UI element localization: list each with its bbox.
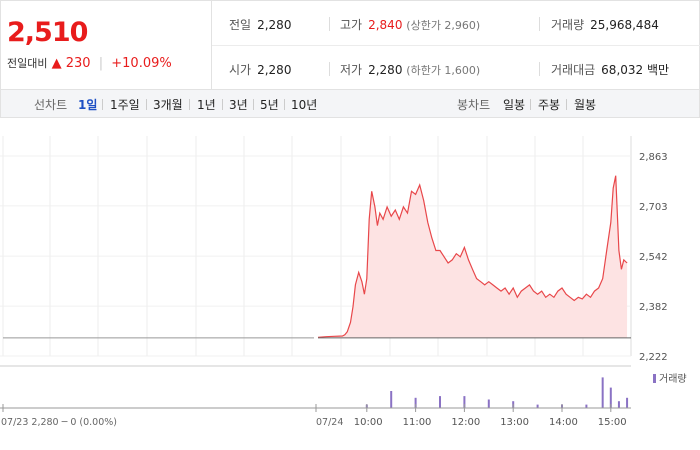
volume-bar <box>601 377 604 408</box>
volume-bar <box>439 396 441 408</box>
x-axis-ticks <box>2 404 612 412</box>
volume-bar <box>585 404 588 408</box>
tab-1y[interactable]: 1년 <box>197 98 216 112</box>
x-tick-label: 15:00 <box>598 417 627 428</box>
y-tick-label: 2,542 <box>639 252 668 263</box>
stat-high: 고가 2,840 (상한가 2,960) <box>340 16 480 33</box>
volume-bar <box>390 391 393 408</box>
x-tick-label: 10:00 <box>354 417 383 428</box>
y-axis-labels: 2,863 2,703 2,542 2,382 2,222 <box>639 152 668 363</box>
tab-divider <box>146 99 147 110</box>
chart-grid <box>0 136 632 357</box>
volume-bars <box>365 377 629 408</box>
x-tick-label: 13:00 <box>500 417 529 428</box>
volume-legend: 거래량 <box>659 373 687 385</box>
change-separator: | <box>98 56 104 71</box>
stat-label: 저가 <box>340 63 363 77</box>
stat-open: 시가 2,280 <box>229 61 291 78</box>
intraday-chart[interactable]: 2,863 2,703 2,542 2,382 2,222 거래량 07/23 2,28… <box>0 118 700 450</box>
stat-divider <box>329 62 330 76</box>
stat-volume: 거래량 25,968,484 <box>551 16 659 33</box>
stat-value: 68,032 <box>601 63 644 77</box>
stat-prev-close: 전일 2,280 <box>229 16 291 33</box>
chart-period-tabs: 선차트 1일 1주일 3개월 1년 3년 5년 10년 봉차트 일봉 주봉 월봉 <box>0 90 700 118</box>
stat-unit: 백만 <box>647 63 670 77</box>
quote-header: 2,510 전일대비 ▲ 230 | +10.09% 전일 2,280 고가 2,8… <box>0 0 700 90</box>
stat-label: 거래대금 <box>551 63 596 77</box>
price-line <box>317 175 628 338</box>
upper-limit: (상한가 2,960) <box>406 19 481 32</box>
lower-limit: (하한가 1,600) <box>406 64 481 77</box>
tab-5y[interactable]: 5년 <box>260 98 279 112</box>
stat-label: 전일 <box>229 18 252 32</box>
y-tick-label: 2,222 <box>639 352 668 363</box>
x-tick-label: 14:00 <box>549 417 578 428</box>
line-chart-title: 선차트 <box>34 98 68 112</box>
tab-divider <box>222 99 223 110</box>
tab-10y[interactable]: 10년 <box>291 98 318 112</box>
tab-divider <box>530 99 531 110</box>
volume-bar <box>626 397 629 408</box>
stat-divider <box>329 17 330 31</box>
change-row: 전일대비 ▲ 230 | +10.09% <box>7 55 172 71</box>
volume-bar <box>463 396 466 408</box>
tab-daily-candle[interactable]: 일봉 <box>503 98 526 112</box>
stat-label: 시가 <box>229 63 252 77</box>
volume-bar <box>536 404 539 408</box>
tab-divider <box>566 99 567 110</box>
stat-label: 고가 <box>340 18 363 32</box>
tab-divider <box>253 99 254 110</box>
x-axis-labels: 10:00 11:00 12:00 13:00 14:00 15:00 <box>354 417 627 428</box>
change-label: 전일대비 <box>7 57 48 70</box>
stat-divider <box>539 62 540 76</box>
prev-day-summary: 07/23 2,280 ─ 0 (0.00%) <box>1 417 117 428</box>
candle-chart-title: 봉차트 <box>457 98 491 112</box>
stat-low: 저가 2,280 (하한가 1,600) <box>340 61 480 78</box>
stat-value: 2,280 <box>257 63 292 77</box>
tab-3y[interactable]: 3년 <box>229 98 248 112</box>
header-divider <box>212 45 700 46</box>
volume-bar <box>414 397 417 408</box>
stat-value: 2,280 <box>257 18 292 32</box>
stat-value: 2,840 <box>368 18 403 32</box>
change-amount: 230 <box>65 56 91 71</box>
stat-label: 거래량 <box>551 18 585 32</box>
stat-amount: 거래대금 68,032 백만 <box>551 61 669 78</box>
tab-divider <box>284 99 285 110</box>
y-tick-label: 2,382 <box>639 302 668 313</box>
price-block: 2,510 전일대비 ▲ 230 | +10.09% <box>1 1 212 89</box>
current-price: 2,510 <box>7 17 88 48</box>
current-date-label: 07/24 <box>316 417 343 428</box>
tab-3m[interactable]: 3개월 <box>153 98 183 112</box>
tab-divider <box>189 99 190 110</box>
tab-1d[interactable]: 1일 <box>78 98 98 112</box>
change-rate: +10.09% <box>111 56 172 71</box>
tab-weekly-candle[interactable]: 주봉 <box>538 98 561 112</box>
tab-1w[interactable]: 1주일 <box>110 98 140 112</box>
y-tick-label: 2,863 <box>639 152 668 163</box>
stat-value: 2,280 <box>368 63 403 77</box>
stat-divider <box>539 17 540 31</box>
volume-legend-swatch <box>653 374 656 383</box>
volume-bar <box>609 387 612 408</box>
tab-monthly-candle[interactable]: 월봉 <box>574 98 597 112</box>
tab-divider <box>102 99 103 110</box>
up-arrow-icon: ▲ <box>51 56 62 71</box>
x-tick-label: 11:00 <box>403 417 432 428</box>
x-tick-label: 12:00 <box>451 417 480 428</box>
price-area <box>318 175 628 338</box>
y-tick-label: 2,703 <box>639 202 668 213</box>
volume-bar <box>617 401 620 408</box>
stat-value: 25,968,484 <box>590 18 659 32</box>
volume-bar <box>487 399 490 408</box>
